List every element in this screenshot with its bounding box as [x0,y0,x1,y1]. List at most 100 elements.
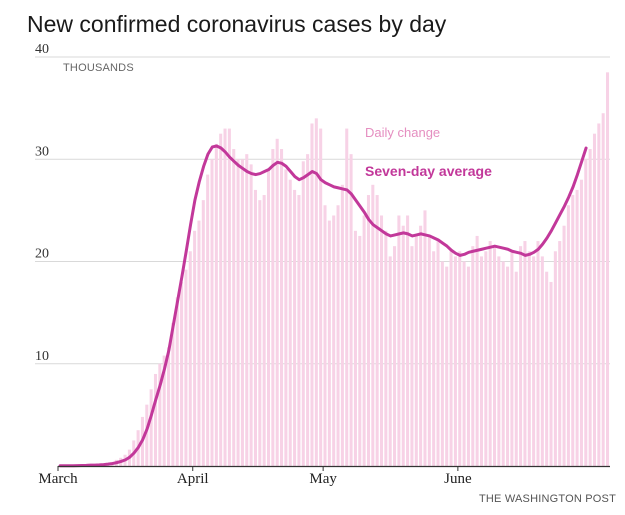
chart-title: New confirmed coronavirus cases by day [27,11,447,37]
daily-bar [423,210,427,466]
daily-bar [388,256,392,466]
daily-bar [536,241,540,466]
daily-bar [310,123,314,467]
daily-bar [440,261,444,466]
daily-bar [475,235,479,466]
x-tick-label: April [177,471,209,487]
daily-bar [462,261,466,466]
daily-bar [575,189,579,467]
x-tick-label: June [444,471,472,487]
axes: March April May June [38,465,610,487]
daily-bar [362,215,366,466]
daily-bar [393,246,397,466]
daily-bar [336,205,340,466]
daily-bar [532,256,536,466]
y-tick-label: 10 [35,349,49,364]
daily-bar [379,215,384,466]
y-tick-label: 40 [35,42,49,57]
source-credit: THE WASHINGTON POST [478,493,616,505]
daily-bar [145,404,149,466]
daily-bar [510,251,514,466]
daily-bar [293,189,297,467]
daily-bar [340,184,344,466]
average-line-layer [58,144,588,468]
y-tick-label: 20 [35,247,49,262]
daily-bar [188,251,192,466]
daily-bar [206,174,210,466]
y-tick-label: 30 [35,144,49,159]
daily-bar [553,251,557,466]
daily-bar [210,159,214,466]
gridlines: 10 20 30 40 [35,42,610,365]
daily-bar [301,161,305,467]
daily-bar [253,189,257,467]
daily-bar [453,256,457,466]
daily-bar [332,215,336,466]
daily-bar [479,256,484,466]
daily-bar [306,154,310,466]
daily-bar [540,256,544,466]
daily-bar [566,205,570,466]
daily-bar [219,133,223,466]
daily-bar [193,230,197,466]
daily-bars [58,72,610,467]
daily-bar [353,230,357,466]
daily-bar [162,355,166,466]
daily-bar [171,322,175,466]
daily-bar [584,159,588,466]
x-tick-label: May [309,471,337,487]
daily-bar [397,215,401,466]
daily-bar [597,123,601,467]
daily-bar [158,363,162,466]
daily-bar [167,347,171,466]
daily-bar [319,128,323,466]
daily-bar [249,164,253,467]
daily-bar [401,225,405,466]
daily-bar [323,205,327,466]
daily-bar [466,266,470,466]
daily-bar [232,149,236,466]
daily-bar [271,149,275,466]
daily-bar [488,241,492,466]
daily-bar [314,118,318,466]
daily-bar [545,271,549,466]
daily-bar [419,225,423,466]
daily-bar [258,200,262,466]
daily-bar [175,297,179,466]
daily-bar [149,389,153,466]
daily-bar [288,179,292,466]
daily-bar [410,246,414,466]
daily-bar [523,241,527,466]
seven-day-average-line [58,144,588,468]
daily-bar [297,195,301,466]
daily-bar [280,149,284,466]
daily-bar [501,261,505,466]
daily-bar [549,281,553,466]
daily-bar [197,220,201,466]
daily-bar [432,251,436,466]
daily-bar [266,169,271,466]
daily-bar [506,266,510,466]
daily-bar [471,246,475,466]
daily-bar [606,72,610,467]
daily-bar [436,241,440,466]
daily-bar [345,128,349,466]
y-unit-label: THOUSANDS [63,62,134,74]
daily-change-annotation: Daily change [365,125,440,140]
daily-bar [519,246,523,466]
daily-bar [445,266,449,466]
daily-bar [327,220,331,466]
seven-day-average-annotation: Seven-day average [365,163,492,179]
daily-bar [414,235,418,466]
daily-bar [275,138,279,467]
daily-bar [349,154,353,466]
daily-bar [223,128,227,466]
daily-bar [406,215,410,466]
daily-bar [384,230,388,466]
daily-bar [227,128,231,466]
daily-bar [514,271,518,466]
daily-bar [366,195,370,466]
daily-bar [184,269,188,466]
daily-bar [527,251,531,466]
daily-bar [214,143,218,466]
